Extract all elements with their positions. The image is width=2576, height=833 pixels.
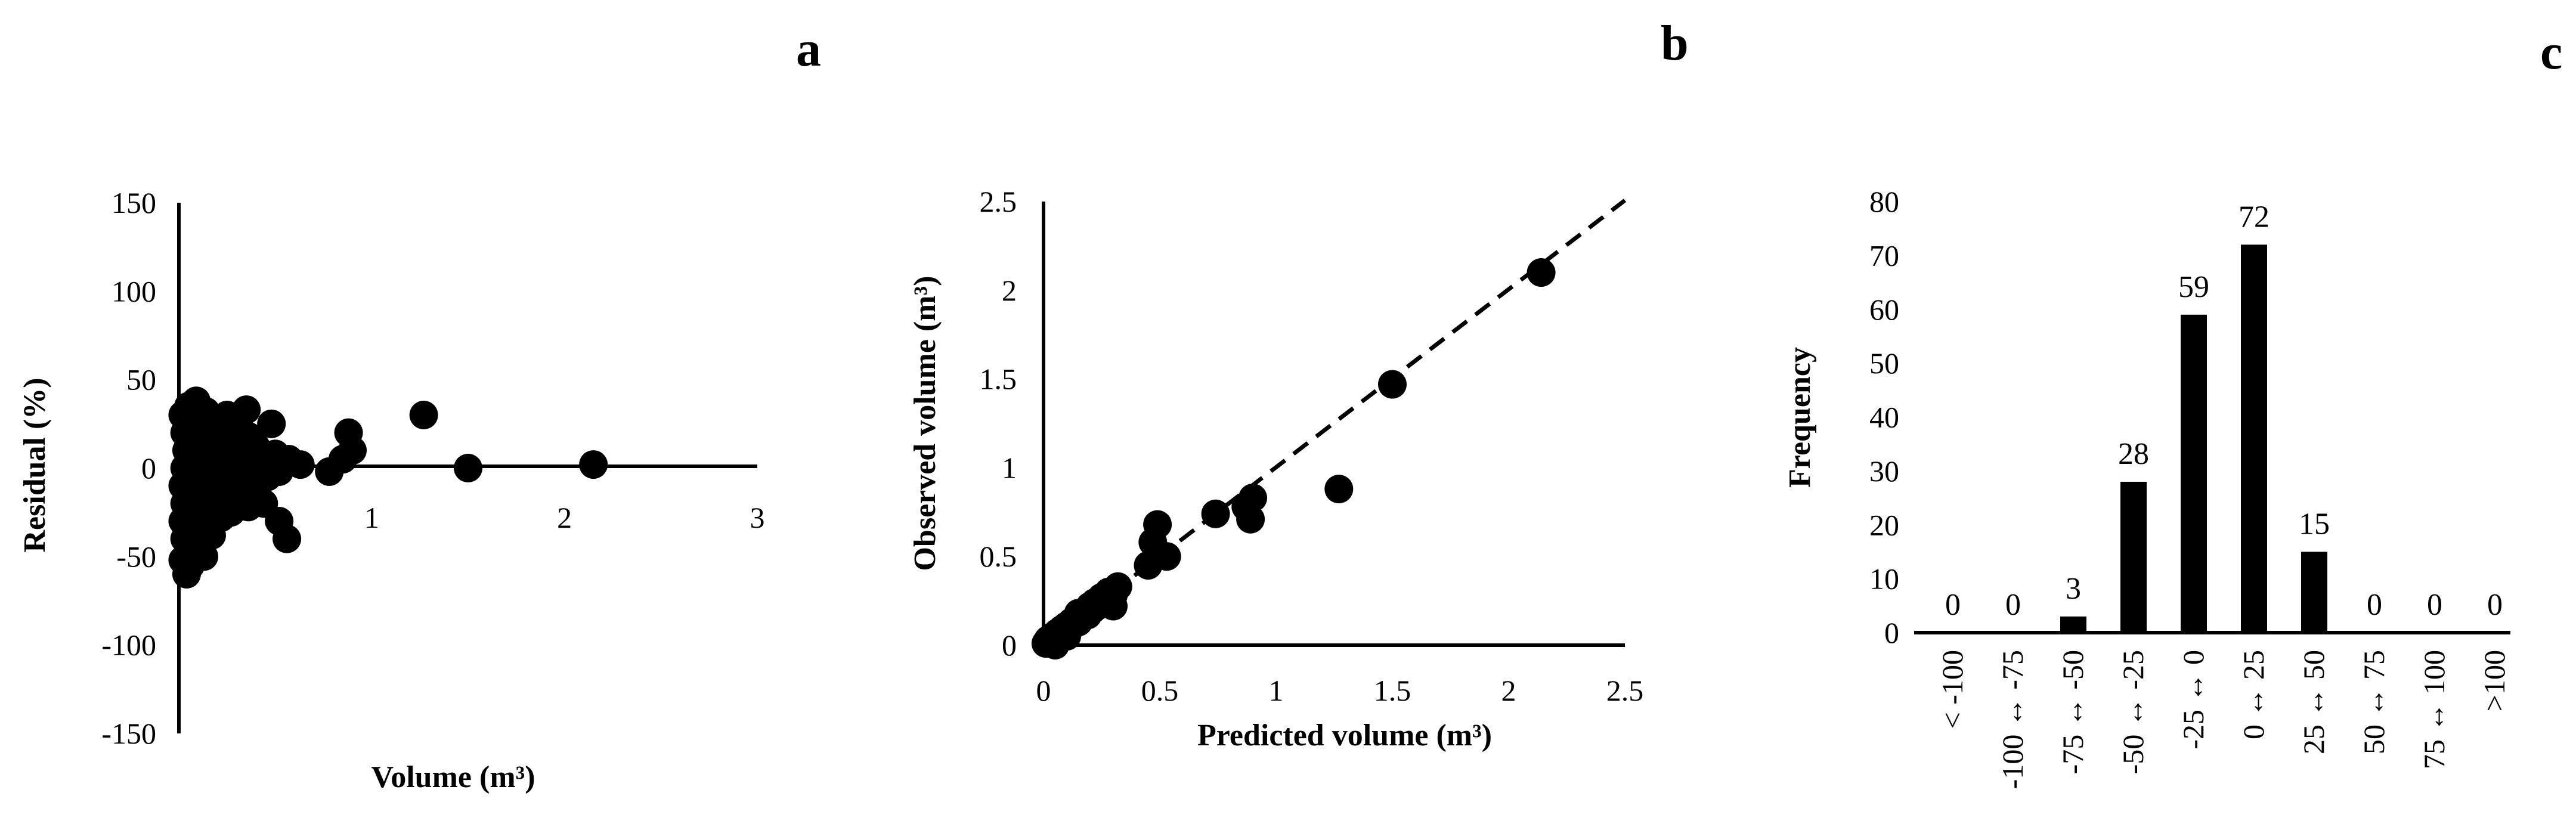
panel-a-y-tick-label: -50 bbox=[116, 540, 156, 573]
panel-b-data-point bbox=[1052, 622, 1081, 651]
panel-c-bar-value-label: 59 bbox=[2178, 270, 2209, 304]
panel-a-y-axis-title: Residual (%) bbox=[18, 377, 52, 552]
panel-c-y-tick-label: 40 bbox=[1869, 401, 1899, 434]
panel-b-data-point bbox=[1143, 510, 1172, 539]
panel-c-y-tick-label: 20 bbox=[1869, 508, 1899, 541]
panel-b-data-point bbox=[1152, 542, 1181, 571]
panel-c-bar-value-label: 0 bbox=[2427, 588, 2442, 622]
panel-b-data-point bbox=[1099, 592, 1128, 621]
panel-c-bar-value-label: 0 bbox=[2005, 588, 2021, 622]
panel-a-data-point bbox=[257, 409, 286, 438]
panel-c-y-tick-label: 70 bbox=[1869, 239, 1899, 272]
panel-c-bar-value-label: 28 bbox=[2118, 437, 2149, 471]
panel-b-y-tick-label: 1 bbox=[1002, 451, 1017, 484]
panel-c-category-label: 50 ↔ 75 bbox=[2357, 650, 2391, 754]
panel-c-category-label: -100 ↔ -75 bbox=[1996, 650, 2029, 789]
panel-b-x-tick-label: 0 bbox=[1036, 674, 1051, 707]
panel-b-data-point bbox=[1239, 483, 1267, 512]
panel-a-x-axis-title: Volume (m³) bbox=[371, 760, 535, 794]
panel-b-x-tick-label: 2.5 bbox=[1606, 674, 1644, 707]
panel-c-category-label: 0 ↔ 25 bbox=[2237, 650, 2270, 739]
panel-c-y-tick-label: 60 bbox=[1869, 293, 1899, 326]
panel-a-data-point bbox=[579, 450, 608, 479]
panel-a-data-point bbox=[286, 450, 315, 479]
panel-c-y-tick-label: 10 bbox=[1869, 562, 1899, 596]
panel-c-bar-value-label: 72 bbox=[2238, 200, 2270, 234]
panel-b-data-point bbox=[1236, 504, 1265, 534]
panel-b-x-tick-label: 1 bbox=[1269, 674, 1284, 707]
panel-c-bar-value-label: 3 bbox=[2066, 572, 2081, 606]
panel-a-data-point bbox=[232, 395, 261, 425]
panel-c-bar bbox=[2120, 481, 2147, 633]
panel-a-x-tick-label: 2 bbox=[557, 501, 572, 534]
panel-c-bar-value-label: 15 bbox=[2299, 507, 2330, 541]
panel-a-data-point bbox=[409, 401, 438, 429]
panel-c-category-label: -75 ↔ -50 bbox=[2056, 650, 2089, 774]
panel-a-y-tick-label: 0 bbox=[141, 451, 156, 485]
panel-c-y-tick-label: 0 bbox=[1884, 616, 1899, 649]
panel-b-data-point bbox=[1064, 599, 1093, 628]
panel-a-x-tick-label: 3 bbox=[750, 501, 765, 534]
panel-b-y-tick-label: 0.5 bbox=[980, 540, 1017, 573]
panel-a-data-point bbox=[454, 454, 482, 482]
panel-b-x-tick-label: 2 bbox=[1501, 674, 1516, 707]
panel-c-bar bbox=[2301, 552, 2327, 633]
panel-letter-c: c bbox=[2540, 24, 2562, 80]
panel-a-data-point bbox=[338, 436, 367, 465]
panel-b-y-tick-label: 2.5 bbox=[980, 185, 1017, 218]
panel-a-y-tick-label: 100 bbox=[112, 274, 156, 308]
panel-c-bar-value-label: 0 bbox=[1945, 588, 1961, 622]
panel-a-residual-plot: 150 100 50 0 -50 -100 -150 1 2 3 Residual (%) Vo… bbox=[18, 186, 765, 794]
panel-a-y-tick-label: 50 bbox=[126, 363, 156, 397]
panel-c-category-label: < -100 bbox=[1936, 650, 1969, 729]
panel-c-bar bbox=[2241, 244, 2267, 633]
panel-b-data-point bbox=[1378, 370, 1407, 399]
panel-letter-a: a bbox=[796, 21, 821, 77]
panel-c-y-tick-label: 50 bbox=[1869, 346, 1899, 380]
panel-c-bar bbox=[2060, 616, 2086, 633]
panel-b-x-tick-label: 1.5 bbox=[1374, 674, 1411, 707]
panel-a-x-tick-label: 1 bbox=[364, 501, 379, 534]
panel-a-y-tick-label: -100 bbox=[101, 628, 156, 662]
panel-b-y-tick-label: 0 bbox=[1002, 628, 1017, 662]
panel-b-data-point bbox=[1201, 499, 1230, 528]
panel-c-category-label: 75 ↔ 100 bbox=[2417, 650, 2451, 769]
panel-c-y-tick-label: 80 bbox=[1869, 185, 1899, 218]
panel-b-x-axis-title: Predicted volume (m³) bbox=[1197, 719, 1492, 753]
panel-c-bar-value-label: 0 bbox=[2367, 588, 2382, 622]
panel-a-y-tick-label: 150 bbox=[112, 186, 156, 219]
panel-letter-b: b bbox=[1661, 16, 1689, 71]
panel-c-category-label: >100 bbox=[2478, 650, 2511, 711]
panel-c-y-axis-title: Frequency bbox=[1783, 347, 1817, 488]
panel-b-x-tick-label: 0.5 bbox=[1141, 674, 1179, 707]
panel-c-category-label: -50 ↔ -25 bbox=[2116, 650, 2150, 774]
panel-b-data-point bbox=[1527, 258, 1556, 287]
panel-c-category-label: -25 ↔ 0 bbox=[2176, 650, 2210, 750]
panel-b-data-point bbox=[1324, 475, 1354, 504]
panel-b-observed-vs-predicted: 2.5 2 1.5 1 0.5 0 0 0.5 1 1.5 2 2.5 Observed volum… bbox=[908, 185, 1643, 753]
panel-b-y-tick-label: 2 bbox=[1002, 274, 1017, 307]
panel-b-y-tick-label: 1.5 bbox=[980, 363, 1017, 396]
panel-a-y-tick-label: -150 bbox=[101, 717, 156, 750]
panel-c-y-tick-label: 30 bbox=[1869, 454, 1899, 488]
panel-b-y-axis-title: Observed volume (m³) bbox=[908, 275, 942, 571]
panel-c-bar bbox=[2181, 314, 2207, 633]
panel-a-data-point bbox=[273, 524, 302, 553]
panel-c-bar-value-label: 0 bbox=[2487, 588, 2503, 622]
panel-c-category-label: 25 ↔ 50 bbox=[2297, 650, 2330, 754]
